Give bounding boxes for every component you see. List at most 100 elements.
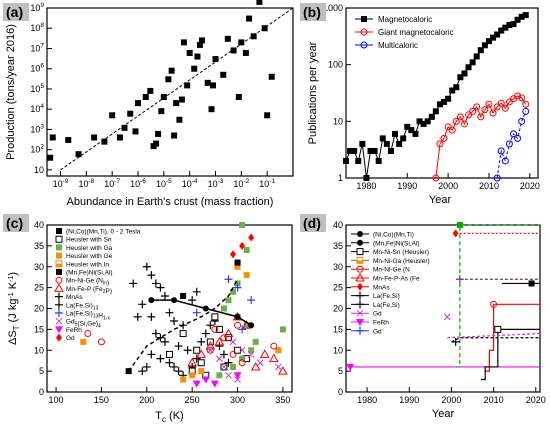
- scatter-point: [243, 247, 250, 254]
- legend-label: Heusler with In: [66, 261, 109, 268]
- legend-marker-fill: [56, 263, 62, 267]
- dashed-curve: [128, 278, 239, 372]
- series-point-1: [469, 107, 477, 115]
- legend-marker: [56, 269, 62, 275]
- record-marker: [528, 280, 535, 287]
- legend-marker: [56, 244, 62, 251]
- x-axis-label: Year: [432, 408, 455, 420]
- panel-a-label: (a): [6, 4, 23, 20]
- series-point-0: [490, 34, 497, 41]
- series-point-1: [497, 99, 505, 107]
- scatter-point: [138, 367, 147, 376]
- panel-d-label: (d): [303, 215, 321, 231]
- data-point: [132, 128, 139, 135]
- legend-label: Gd5(Si,Ge)4: [66, 319, 101, 330]
- scatter-point: [234, 321, 242, 329]
- scatter-point: [142, 262, 151, 271]
- scatter-point: [97, 338, 105, 346]
- scatter-point: [238, 346, 246, 354]
- series-point-0: [383, 140, 390, 147]
- x-tick-label: 1980: [357, 395, 377, 405]
- scatter-point: [247, 296, 256, 305]
- scatter-point: [234, 263, 241, 270]
- series-point-1: [448, 126, 456, 134]
- legend-marker: [55, 317, 63, 325]
- legend-label: MnAs: [66, 294, 83, 301]
- series-point-1: [485, 100, 493, 108]
- x-axis-label: Tc (K): [155, 410, 183, 424]
- scatter-point: [250, 361, 261, 371]
- data-point: [198, 37, 205, 44]
- record-marker: [452, 229, 459, 238]
- series-point-2: [501, 157, 509, 165]
- data-point: [101, 138, 108, 145]
- scatter-point: [233, 372, 242, 380]
- legend-label: Heusler with Sn: [66, 237, 112, 244]
- legend-marker: [360, 28, 368, 36]
- data-point: [196, 41, 203, 48]
- x-tick-label: 150: [94, 395, 109, 405]
- legend-label: FeRh: [373, 320, 389, 327]
- panel-d-label-box: [300, 214, 326, 232]
- record-line-8: [451, 337, 540, 343]
- scatter-point: [220, 305, 227, 312]
- record-marker: [443, 313, 451, 321]
- legend-label: Heusler with Ge: [66, 253, 113, 260]
- x-axis-label: Abundance in Earth's crust (mass fractio…: [67, 196, 274, 208]
- data-point: [220, 71, 227, 78]
- solid-curve-point: [202, 305, 209, 312]
- scatter-point: [259, 349, 270, 358]
- series-point-1: [489, 109, 497, 117]
- legend-marker: [356, 300, 364, 309]
- y-tick-label: 10: [34, 165, 44, 175]
- scatter-point: [220, 334, 228, 342]
- series-point-1: [452, 117, 460, 125]
- data-point: [75, 151, 82, 158]
- series-point-1: [514, 92, 522, 100]
- data-point: [264, 112, 271, 119]
- legend-marker: [55, 326, 63, 334]
- legend-label: Mn-Fe-P-As (Fe: [373, 276, 420, 283]
- scatter-point: [133, 312, 142, 321]
- x-tick-label: 10-9: [53, 178, 69, 189]
- x-tick-label: 2000: [438, 181, 458, 191]
- series-point-0: [400, 135, 407, 142]
- data-point: [250, 33, 257, 40]
- series-point-0: [506, 22, 513, 29]
- series-point-0: [441, 98, 448, 105]
- y-tick-label: 15: [333, 324, 343, 334]
- data-point: [158, 108, 165, 115]
- scatter-point: [239, 355, 246, 362]
- y-tick-label: 35: [333, 241, 343, 251]
- x-axis-label: Year: [429, 194, 452, 206]
- series-point-1: [456, 113, 464, 121]
- scatter-point: [189, 372, 196, 379]
- scatter-point: [248, 347, 255, 354]
- data-point: [194, 53, 201, 60]
- series-point-1: [432, 174, 440, 182]
- data-point: [116, 134, 123, 141]
- y-axis-label: ΔST (J kg-1 K-1): [7, 272, 21, 345]
- x-tick-label: 2010: [484, 395, 504, 405]
- y-axis-label: Publications per year: [307, 41, 319, 144]
- scatter-point: [179, 330, 187, 338]
- scatter-point: [129, 279, 138, 288]
- x-tick-label: 1980: [356, 181, 376, 191]
- series-point-0: [473, 53, 480, 60]
- record-marker: [494, 325, 502, 333]
- scatter-point: [147, 271, 156, 280]
- legend-label: Mn-Ni-Ge (NIn): [66, 278, 109, 287]
- panel-d: 1980 1990 2000 2010 2020 0 5 10 15 20 25 30 35 40 (Ni,…: [333, 220, 546, 420]
- scatter-point: [170, 317, 179, 326]
- scatter-point: [147, 312, 156, 321]
- y-tick-label: 15: [34, 324, 44, 334]
- data-point: [160, 94, 167, 101]
- series-point-2: [509, 130, 517, 138]
- y-tick-label: 30: [333, 262, 343, 272]
- y-tick-label: 30: [34, 262, 44, 272]
- data-point: [238, 39, 245, 46]
- series-point-0: [420, 120, 427, 127]
- legend-label: Gd: [66, 335, 75, 342]
- data-point: [268, 73, 275, 80]
